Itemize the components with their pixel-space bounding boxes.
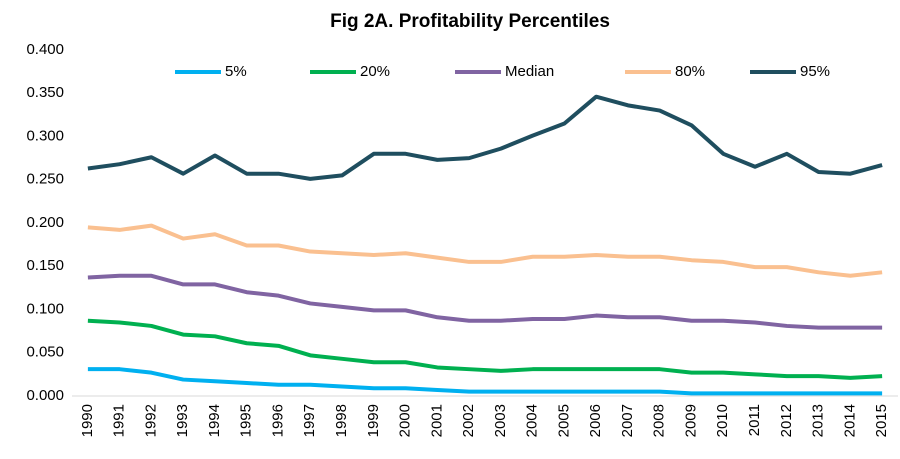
legend-label: 5% bbox=[225, 63, 247, 80]
x-tick-label: 2015 bbox=[873, 404, 890, 437]
x-tick-label: 2005 bbox=[555, 404, 572, 437]
x-tick-label: 2002 bbox=[460, 404, 477, 437]
x-tick-label: 2004 bbox=[524, 404, 541, 437]
y-tick-label: 0.250 bbox=[26, 171, 64, 188]
series-line bbox=[87, 273, 883, 330]
y-tick-label: 0.300 bbox=[26, 127, 64, 144]
series-line bbox=[87, 367, 883, 396]
y-tick-label: 0.150 bbox=[26, 257, 64, 274]
y-tick-label: 0.100 bbox=[26, 300, 64, 317]
x-tick-label: 1998 bbox=[333, 404, 350, 437]
x-tick-label: 1993 bbox=[174, 404, 191, 437]
legend-label: Median bbox=[505, 63, 554, 80]
y-tick-label: 0.400 bbox=[26, 41, 64, 58]
y-tick-label: 0.350 bbox=[26, 84, 64, 101]
x-tick-label: 2000 bbox=[397, 404, 414, 437]
x-tick-label: 1997 bbox=[301, 404, 318, 437]
y-tick-label: 0.000 bbox=[26, 387, 64, 404]
x-tick-label: 1999 bbox=[365, 404, 382, 437]
x-tick-label: 1995 bbox=[238, 404, 255, 437]
x-tick-label: 2014 bbox=[841, 404, 858, 437]
x-tick-label: 2006 bbox=[587, 404, 604, 437]
x-tick-label: 1996 bbox=[269, 404, 286, 437]
series-line bbox=[87, 94, 883, 181]
x-tick-label: 2013 bbox=[810, 404, 827, 437]
series-line bbox=[87, 318, 883, 380]
x-tick-label: 1991 bbox=[111, 404, 128, 437]
x-tick-label: 2008 bbox=[651, 404, 668, 437]
x-tick-label: 2010 bbox=[714, 404, 731, 437]
x-tick-label: 1992 bbox=[142, 404, 159, 437]
x-tick-label: 2007 bbox=[619, 404, 636, 437]
series-line bbox=[87, 223, 883, 278]
x-tick-label: 2011 bbox=[746, 404, 763, 436]
x-tick-label: 2001 bbox=[428, 404, 445, 437]
legend-label: 95% bbox=[800, 63, 830, 80]
x-tick-label: 2009 bbox=[682, 404, 699, 437]
x-tick-label: 2012 bbox=[778, 404, 795, 437]
x-tick-label: 1994 bbox=[206, 404, 223, 437]
x-tick-label: 1990 bbox=[79, 404, 96, 437]
y-tick-label: 0.200 bbox=[26, 214, 64, 231]
x-tick-label: 2003 bbox=[492, 404, 509, 437]
y-tick-label: 0.050 bbox=[26, 344, 64, 361]
chart-title: Fig 2A. Profitability Percentiles bbox=[330, 11, 610, 32]
legend-label: 20% bbox=[360, 63, 390, 80]
legend-label: 80% bbox=[675, 63, 705, 80]
